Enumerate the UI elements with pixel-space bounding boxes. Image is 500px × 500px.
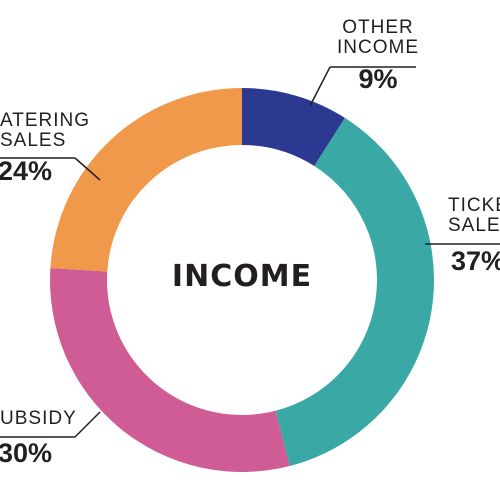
value-label: 37% <box>451 246 500 276</box>
donut-slice <box>242 88 345 167</box>
donut-slice <box>49 267 290 472</box>
slice-label: OTHER <box>342 17 414 38</box>
value-label: 24% <box>0 156 52 186</box>
slice-label: SALE <box>448 215 500 236</box>
chart-title: INCOME <box>172 259 312 294</box>
value-label: 30% <box>0 438 52 468</box>
donut-slice <box>275 117 435 466</box>
leader-line <box>74 157 101 181</box>
slice-label: ATERING <box>0 110 90 131</box>
slice-label: TICKE <box>448 195 500 216</box>
leader-line <box>74 411 101 438</box>
slice-label: UBSIDY <box>0 408 77 429</box>
slice-label: INCOME <box>337 37 419 58</box>
donut-slice <box>50 88 242 272</box>
value-label: 9% <box>358 64 397 94</box>
leader-line <box>309 66 331 107</box>
slice-label: SALES <box>0 130 66 151</box>
